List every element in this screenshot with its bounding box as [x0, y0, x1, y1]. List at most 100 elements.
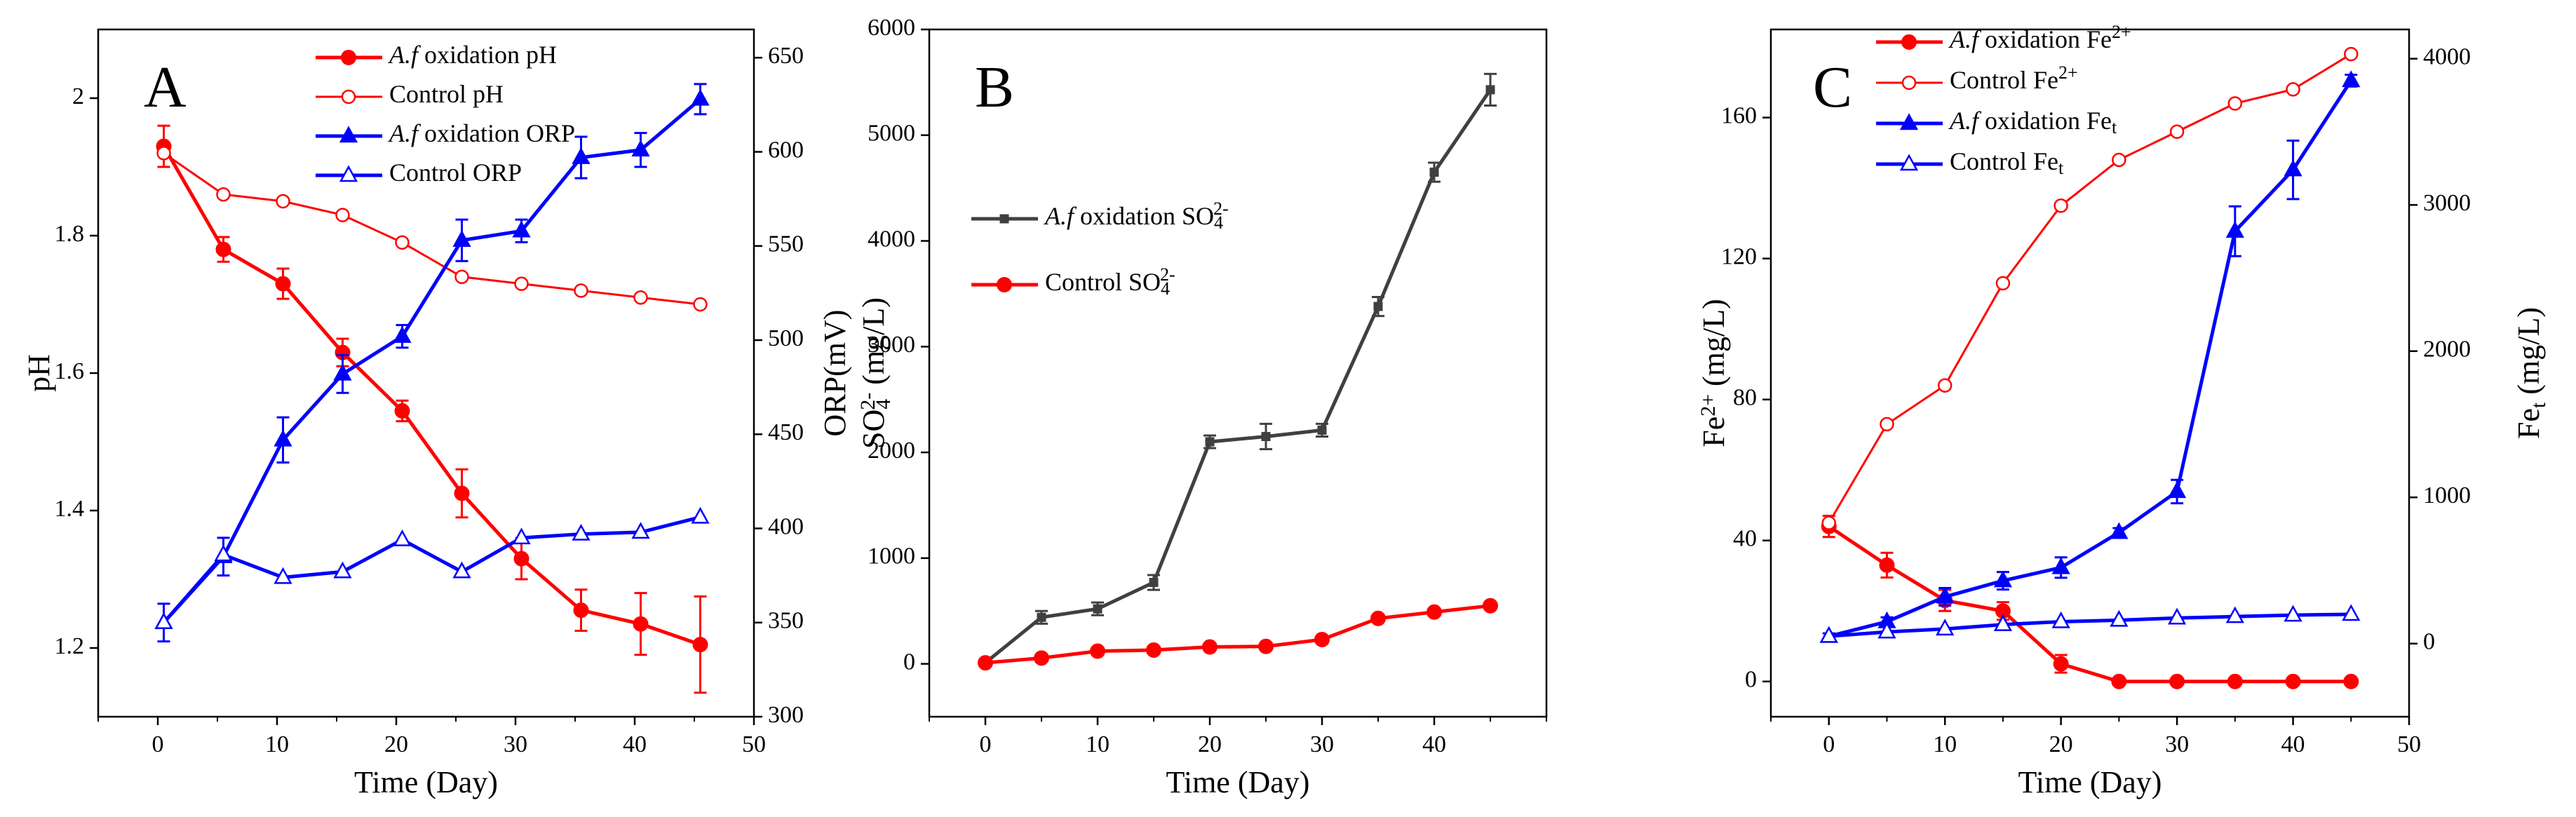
legend: A.f oxidation SO42- Control SO42-	[971, 198, 1229, 299]
y-right-tick-label: 450	[768, 419, 804, 445]
data-point	[1146, 642, 1161, 659]
y-left-tick-label: 6000	[868, 15, 915, 41]
legend-marker	[339, 165, 358, 182]
data-point	[691, 506, 710, 524]
y-right-tick-label: 550	[768, 231, 804, 257]
y-left-tick-label: 1.8	[55, 221, 85, 247]
x-tick-label: 30	[1310, 731, 1334, 757]
data-point	[1090, 643, 1105, 659]
data-point	[1993, 570, 2013, 588]
data-point	[1936, 619, 1955, 636]
data-point	[215, 241, 231, 257]
data-point	[335, 208, 350, 222]
data-point	[2225, 606, 2244, 623]
y-left-tick-label: 0	[1745, 667, 1757, 693]
data-point	[2167, 607, 2187, 625]
series-line	[1828, 79, 2353, 638]
x-tick-label: 20	[384, 731, 408, 757]
data-point	[2284, 605, 2302, 622]
data-point	[1370, 610, 1386, 626]
y-left-tick-label: 1.4	[55, 496, 85, 522]
data-point	[2110, 522, 2129, 539]
data-point	[156, 146, 171, 161]
data-point	[276, 194, 290, 209]
legend-marker	[339, 126, 358, 143]
data-point	[1427, 604, 1442, 620]
series-line	[985, 604, 1491, 665]
data-point	[1485, 85, 1495, 95]
y-left-tick-label: 3000	[868, 332, 915, 358]
data-point	[1429, 168, 1439, 177]
x-tick-label: 40	[623, 731, 647, 757]
y-left-axis-label: pH	[22, 354, 56, 392]
series-2	[1819, 70, 2361, 643]
data-point	[572, 147, 591, 164]
data-point	[275, 276, 291, 292]
x-tick-label: 0	[152, 731, 164, 757]
y-left-tick-label: 5000	[868, 121, 915, 147]
data-point	[1821, 515, 1836, 530]
data-point	[454, 485, 470, 501]
series-1	[156, 146, 708, 312]
data-point	[1483, 597, 1498, 614]
data-point	[395, 235, 410, 250]
data-point	[513, 551, 530, 567]
y-left-tick-label: 1.2	[55, 633, 85, 659]
y-right-tick-label: 4000	[2423, 43, 2471, 69]
y-right-tick-label: 1000	[2423, 482, 2471, 508]
series-3	[154, 506, 710, 630]
data-point	[574, 283, 588, 298]
y-right-tick-label: 0	[2423, 629, 2435, 655]
y-left-tick-label: 120	[1721, 243, 1757, 269]
y-left-tick-label: 40	[1733, 526, 1757, 552]
chart-panel-a: 0 10 20 30 40 50 Time (Day) 1.2 1.4 1.6 1.8 2 300 350…	[22, 28, 852, 799]
y-left-tick-label: 0	[903, 649, 915, 675]
x-tick-label: 50	[742, 731, 766, 757]
x-tick-label: 40	[2281, 731, 2305, 757]
data-point	[216, 187, 231, 202]
data-point	[1202, 639, 1218, 655]
y-right-tick-label: 3000	[2423, 190, 2471, 216]
data-point	[1880, 417, 1894, 432]
panel-label: A	[144, 55, 187, 120]
legend-label-3: Control Fet	[1950, 147, 2064, 178]
y-left-tick-label: 4000	[868, 226, 915, 252]
data-point	[1314, 631, 1330, 647]
data-point	[452, 230, 471, 247]
data-point	[514, 276, 529, 291]
data-point	[1993, 614, 2013, 631]
data-point	[1373, 302, 1383, 311]
y-left-tick-label: 1000	[868, 543, 915, 569]
data-point	[214, 544, 233, 562]
data-point	[2051, 611, 2070, 628]
data-point	[2284, 159, 2302, 177]
data-point	[1037, 612, 1046, 622]
data-point	[1149, 578, 1159, 588]
data-point	[2112, 152, 2126, 168]
legend-marker	[1901, 34, 1917, 50]
data-point	[2169, 673, 2185, 689]
data-point	[512, 220, 531, 238]
legend-label-1: Control Fe2+	[1950, 62, 2078, 94]
data-point	[274, 567, 292, 584]
y-axis-label: SO42- (mg/L)	[856, 297, 896, 449]
data-point	[691, 88, 710, 106]
legend: A.f oxidation Fe2+ Control Fe2+ A.f oxidat…	[1876, 22, 2131, 178]
series-line	[1828, 525, 2352, 684]
x-tick-label: 10	[1933, 731, 1957, 757]
data-point	[393, 529, 412, 546]
x-tick-label: 20	[1198, 731, 1222, 757]
series-1	[1821, 46, 2359, 530]
x-tick-label: 10	[265, 731, 289, 757]
data-point	[572, 523, 591, 541]
series-line	[1828, 612, 2352, 638]
data-point	[2111, 673, 2127, 689]
data-point	[154, 612, 173, 630]
data-point	[2110, 609, 2129, 627]
legend-marker	[1901, 75, 1917, 90]
data-point	[1093, 604, 1102, 614]
legend-label-0: A.f oxidation SO42-	[1044, 198, 1229, 232]
legend-label-3: Control ORP	[389, 158, 522, 187]
data-point	[393, 326, 412, 343]
